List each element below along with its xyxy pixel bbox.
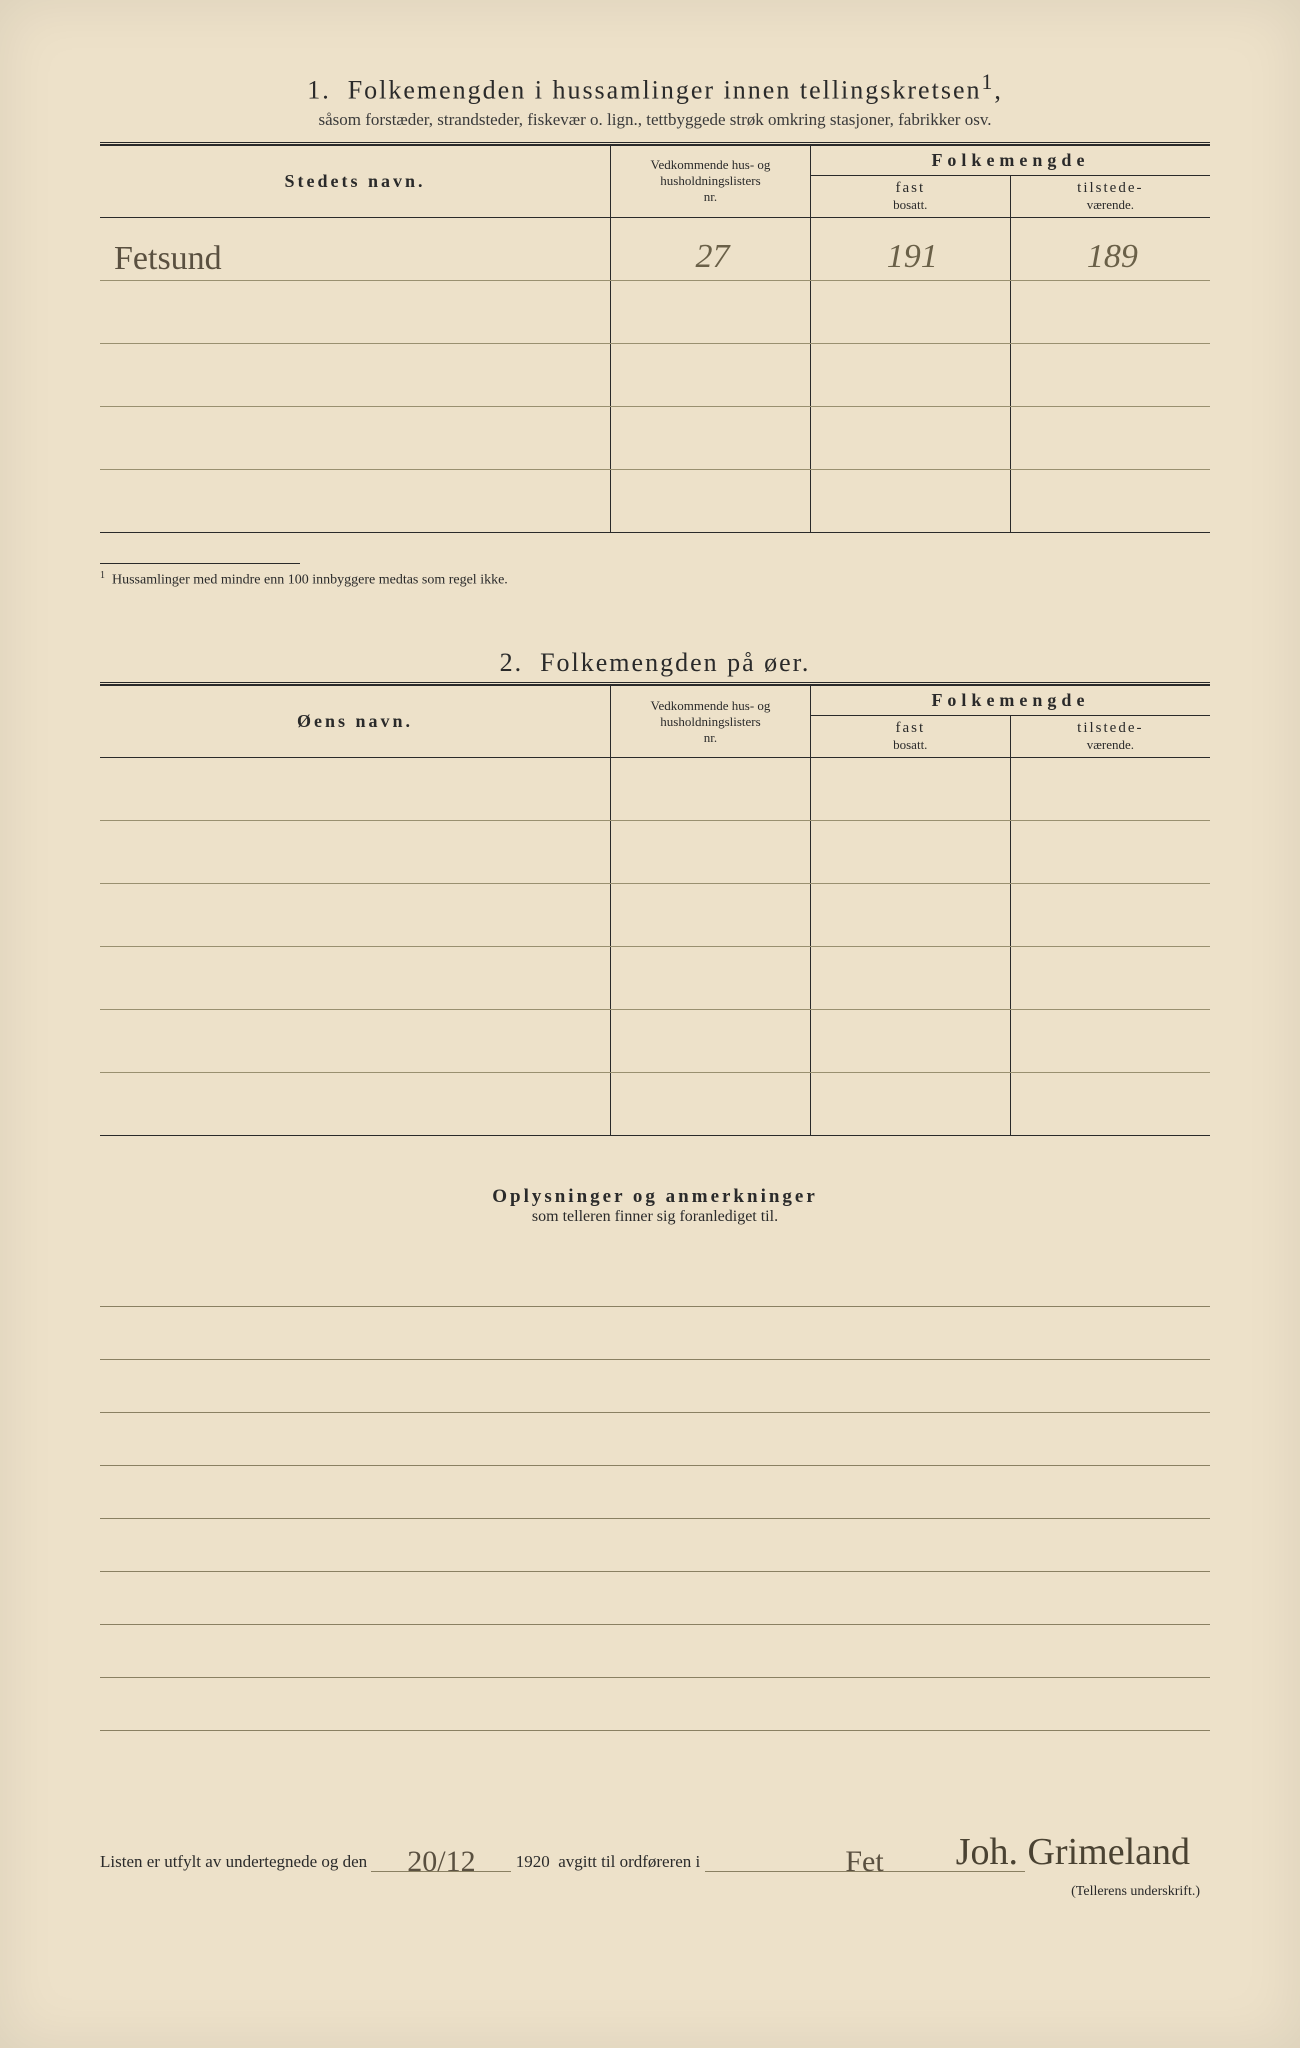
blank-line <box>100 1572 1210 1625</box>
table-row <box>100 406 1210 469</box>
signoff-line: Listen er utfylt av undertegnede og den … <box>100 1841 1210 1872</box>
blank-line <box>100 1519 1210 1572</box>
section2-title-text: Folkemengden på øer. <box>540 648 810 677</box>
table-row: Fetsund 27 191 189 <box>100 217 1210 280</box>
notes-lines <box>100 1254 1210 1731</box>
section2-number: 2. <box>500 648 524 677</box>
table-row <box>100 469 1210 532</box>
table-row <box>100 821 1210 884</box>
blank-line <box>100 1625 1210 1678</box>
table-row <box>100 884 1210 947</box>
blank-line <box>100 1360 1210 1413</box>
footnote-rule <box>100 563 300 564</box>
col-header-tilst: tilstede- værende. <box>1010 716 1210 758</box>
col-header-fast: fast bosatt. <box>810 175 1010 217</box>
signoff-before-date: Listen er utfylt av undertegnede og den <box>100 1852 367 1871</box>
table-row <box>100 1010 1210 1073</box>
col-header-nr: Vedkommende hus- og husholdningslisters … <box>611 686 811 758</box>
section2-title: 2. Folkemengden på øer. <box>100 648 1210 678</box>
section1-title-sup: 1 <box>981 70 994 94</box>
section2-table: Øens navn. Vedkommende hus- og husholdni… <box>100 685 1210 1136</box>
col-header-folkemengde: Folkemengde <box>810 145 1210 175</box>
signature-handwritten: Joh. Grimeland <box>956 1830 1190 1874</box>
blank-line <box>100 1413 1210 1466</box>
signature-label: (Tellerens underskrift.) <box>1071 1884 1200 1900</box>
section3-title: Oplysninger og anmerkninger <box>100 1186 1210 1208</box>
section1-number: 1. <box>307 76 331 105</box>
table-row <box>100 1073 1210 1136</box>
section1-title-comma: , <box>994 76 1003 105</box>
table-row <box>100 758 1210 821</box>
col-header-navn: Stedets navn. <box>100 145 611 217</box>
date-blank: 20/12 <box>371 1841 511 1872</box>
col-header-folkemengde: Folkemengde <box>810 686 1210 716</box>
col-header-nr: Vedkommende hus- og husholdningslisters … <box>611 145 811 217</box>
blank-line <box>100 1254 1210 1307</box>
blank-line <box>100 1466 1210 1519</box>
place-handwritten: Fet <box>845 1845 883 1878</box>
col-header-fast: fast bosatt. <box>810 716 1010 758</box>
cell-tilst: 189 <box>1087 238 1138 275</box>
col-header-tilst: tilstede- værende. <box>1010 175 1210 217</box>
signoff-year: 1920 <box>516 1852 550 1871</box>
section3-subtitle: som telleren finner sig foranlediget til… <box>100 1208 1210 1226</box>
blank-line <box>100 1307 1210 1360</box>
table-row <box>100 280 1210 343</box>
date-handwritten: 20/12 <box>407 1845 475 1878</box>
section1-subtitle: såsom forstæder, strandsteder, fiskevær … <box>100 110 1210 130</box>
table-row <box>100 947 1210 1010</box>
section1-title: 1. Folkemengden i hussamlinger innen tel… <box>100 70 1210 106</box>
section1-footnote: 1 Hussamlinger med mindre enn 100 innbyg… <box>100 570 1210 589</box>
cell-nr: 27 <box>695 238 729 275</box>
cell-navn: Fetsund <box>114 240 222 277</box>
cell-fast: 191 <box>887 238 938 275</box>
col-header-navn: Øens navn. <box>100 686 611 758</box>
section1-tbody: Fetsund 27 191 189 <box>100 217 1210 532</box>
section2-tbody <box>100 758 1210 1136</box>
signoff-after-year: avgitt til ordføreren i <box>558 1852 700 1871</box>
section1-title-text: Folkemengden i hussamlinger innen tellin… <box>348 76 982 105</box>
census-form-page: 1. Folkemengden i hussamlinger innen tel… <box>0 0 1300 2048</box>
blank-line <box>100 1678 1210 1731</box>
section1-table: Stedets navn. Vedkommende hus- og hushol… <box>100 145 1210 533</box>
table-row <box>100 343 1210 406</box>
